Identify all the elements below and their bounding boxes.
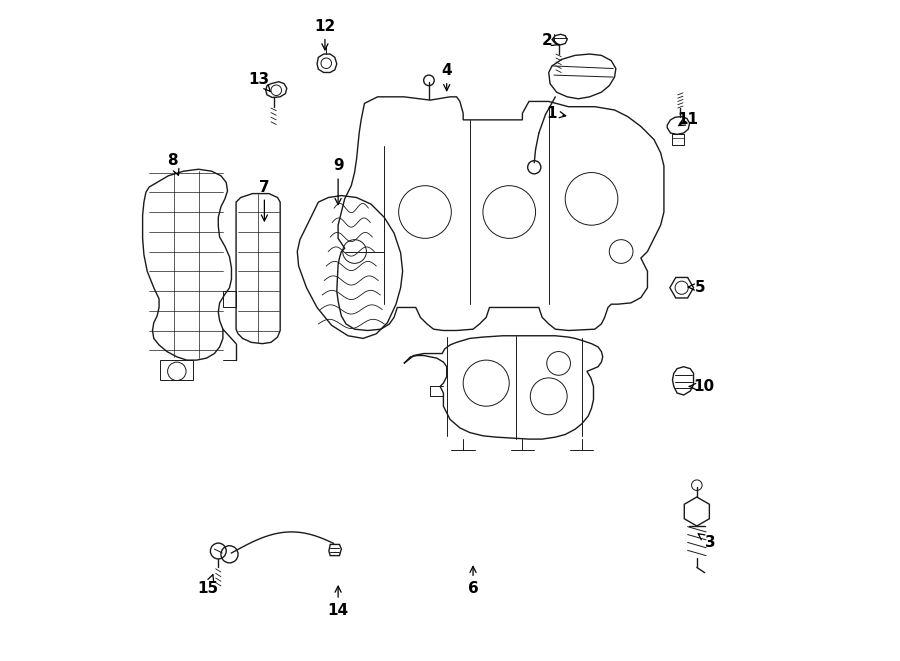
Text: 11: 11 — [678, 112, 698, 128]
Text: 9: 9 — [333, 159, 344, 204]
Text: 2: 2 — [542, 34, 558, 48]
Text: 10: 10 — [689, 379, 714, 394]
Text: 7: 7 — [259, 180, 270, 221]
Text: 6: 6 — [468, 566, 479, 596]
Text: 4: 4 — [441, 63, 452, 91]
Text: 13: 13 — [248, 71, 270, 92]
Text: 1: 1 — [547, 106, 566, 121]
Text: 15: 15 — [197, 574, 219, 596]
Text: 12: 12 — [314, 19, 336, 50]
Text: 3: 3 — [698, 533, 716, 550]
Text: 14: 14 — [328, 586, 348, 618]
Text: 8: 8 — [166, 153, 179, 175]
Text: 5: 5 — [688, 280, 706, 295]
